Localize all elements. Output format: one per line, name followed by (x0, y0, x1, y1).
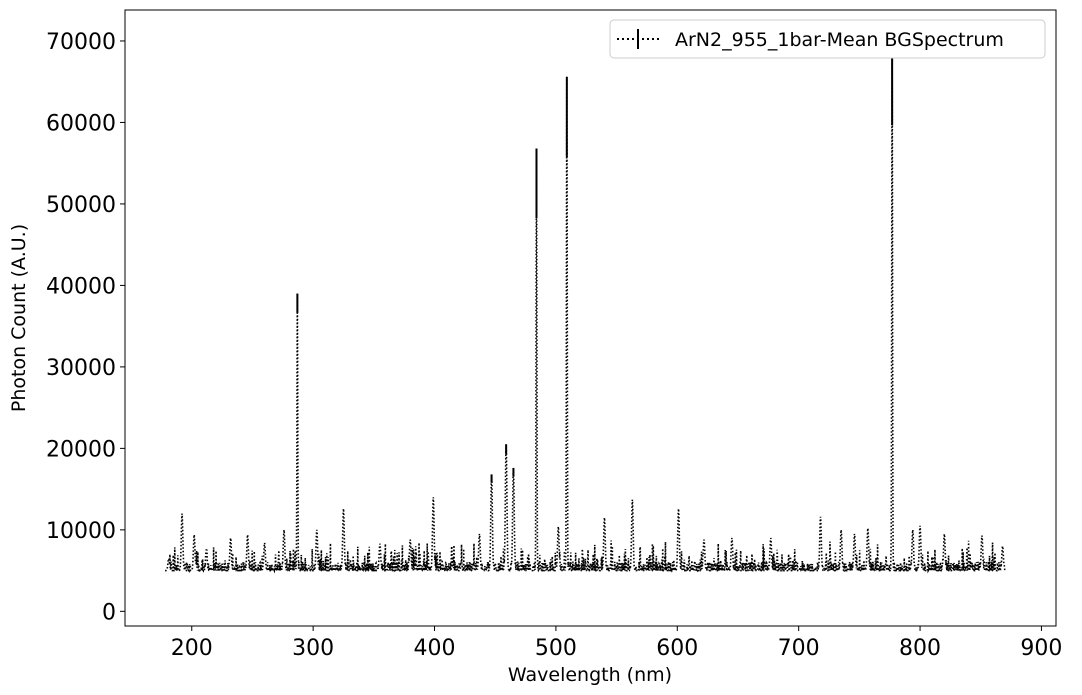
x-tick-label: 300 (292, 636, 334, 661)
x-axis-title: Wavelength (nm) (508, 664, 672, 686)
legend-box (609, 19, 1046, 59)
spectrum-line (165, 39, 1006, 574)
legend-label: ArN2_955_1bar-Mean BGSpectrum (675, 29, 1004, 51)
y-tick-label: 10000 (46, 519, 116, 544)
y-tick-label: 30000 (46, 356, 116, 381)
y-axis-title: Photon Count (A.U.) (8, 224, 30, 412)
plot-frame (124, 9, 1057, 627)
y-tick-label: 0 (102, 600, 116, 625)
x-tick-label: 500 (535, 636, 577, 661)
legend: ArN2_955_1bar-Mean BGSpectrum (609, 19, 1046, 59)
x-axis: 200 300 400 500 600 700 800 900 (171, 626, 1062, 661)
x-tick-label: 700 (778, 636, 820, 661)
y-tick-label: 70000 (46, 30, 116, 55)
x-tick-label: 800 (899, 636, 941, 661)
x-tick-label: 400 (414, 636, 456, 661)
y-tick-label: 60000 (46, 111, 116, 136)
series-layer (165, 39, 1006, 574)
y-tick-label: 20000 (46, 437, 116, 462)
y-tick-label: 50000 (46, 193, 116, 218)
y-axis: 0 10000 20000 30000 40000 50000 60000 70000 (46, 30, 125, 625)
x-tick-label: 600 (656, 636, 698, 661)
x-tick-label: 200 (171, 636, 213, 661)
x-tick-label: 900 (1020, 636, 1062, 661)
y-tick-label: 40000 (46, 274, 116, 299)
